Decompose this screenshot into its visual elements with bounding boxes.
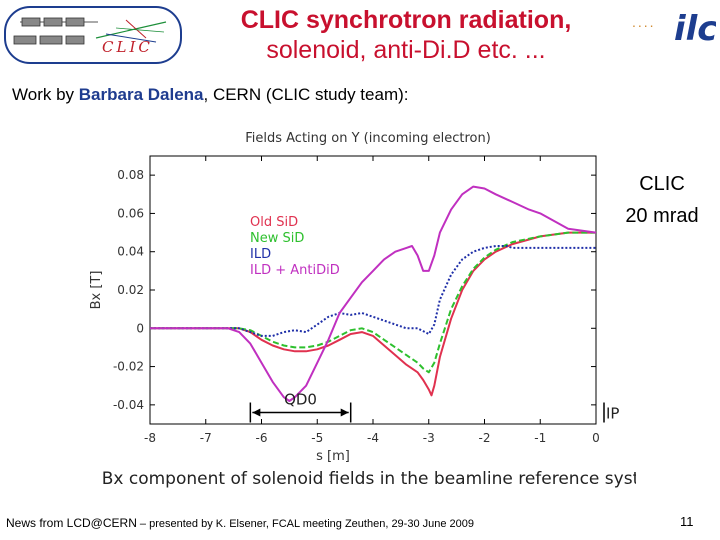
y-tick-label: -0.02	[113, 360, 144, 374]
x-tick-label: -4	[367, 431, 379, 445]
clic-beamline-graphic	[13, 17, 167, 45]
y-tick-label: 0.02	[117, 283, 144, 297]
y-tick-label: 0.06	[117, 206, 144, 220]
bx-field-chart: Fields Acting on Y (incoming electron) 0…	[89, 131, 636, 489]
x-tick-label: -7	[200, 431, 212, 445]
credit-prefix: Work by	[12, 85, 79, 104]
ip-label: IP	[606, 405, 619, 423]
clic-logo-text: CLIC	[102, 38, 153, 56]
series-line-2	[150, 245, 596, 337]
y-tick-label: 0	[136, 321, 144, 335]
credit-author: Barbara Dalena	[78, 85, 204, 104]
series-layer	[150, 185, 597, 402]
ilc-logo-text: ilc	[674, 9, 716, 49]
slide-title-line1: CLIC synchrotron radiation,	[240, 6, 572, 34]
footer-text: News from LCD@CERN – presented by K. Els…	[6, 516, 474, 530]
credit-suffix: , CERN (CLIC study team):	[203, 85, 409, 104]
page-number: 11	[680, 514, 694, 529]
logo-dots: ....	[632, 14, 656, 30]
series-line-1	[150, 231, 596, 374]
qd0-arrow-left	[252, 408, 261, 417]
footer-rest: – presented by K. Elsener, FCAL meeting …	[136, 518, 475, 530]
chart-title: Fields Acting on Y (incoming electron)	[245, 131, 491, 146]
series-line-0	[150, 231, 596, 397]
x-tick-label: -8	[144, 431, 156, 445]
y-tick-label: 0.04	[117, 245, 144, 259]
clic-logo: CLIC	[4, 6, 182, 64]
x-tick-label: 0	[592, 431, 600, 445]
y-axis: 0.08 0.06 0.04 0.02 0 -0.02 -0.04	[113, 168, 596, 412]
y-tick-label: -0.04	[113, 398, 144, 412]
x-tick-label: -6	[256, 431, 268, 445]
legend-entry: Old SiD	[250, 215, 298, 230]
credit-line: Work by Barbara Dalena, CERN (CLIC study…	[12, 85, 409, 105]
slide-title-line2: solenoid, anti-Di.D etc. ...	[266, 36, 546, 64]
series-line-3	[150, 185, 597, 402]
x-axis: -8 -7 -6 -5 -4 -3 -2 -1 0	[144, 156, 600, 445]
clic-crossing-label: CLIC 20 mrad	[612, 168, 712, 232]
qd0-label: QD0	[284, 391, 317, 409]
x-tick-label: -5	[311, 431, 323, 445]
x-tick-label: -1	[534, 431, 546, 445]
legend-entry: ILD + AntiDiD	[250, 263, 340, 278]
x-axis-label: s [m]	[316, 449, 350, 464]
qd0-annotation: QD0 IP	[249, 391, 619, 423]
clic-label-line1: CLIC	[639, 173, 685, 195]
x-tick-label: -3	[423, 431, 435, 445]
legend-entry: New SiD	[250, 231, 304, 246]
chart-caption: Bx component of solenoid fields in the b…	[102, 469, 636, 489]
footer-main: News from LCD@CERN	[6, 516, 137, 530]
legend-entry: ILD	[250, 247, 271, 262]
clic-label-line2: 20 mrad	[625, 205, 699, 227]
qd0-arrow-right	[340, 408, 349, 417]
x-tick-label: -2	[479, 431, 491, 445]
y-axis-label: Bx [T]	[89, 271, 104, 310]
plot-frame	[149, 155, 597, 425]
ilc-logo: ilc	[672, 4, 717, 50]
y-tick-label: 0.08	[117, 168, 144, 182]
